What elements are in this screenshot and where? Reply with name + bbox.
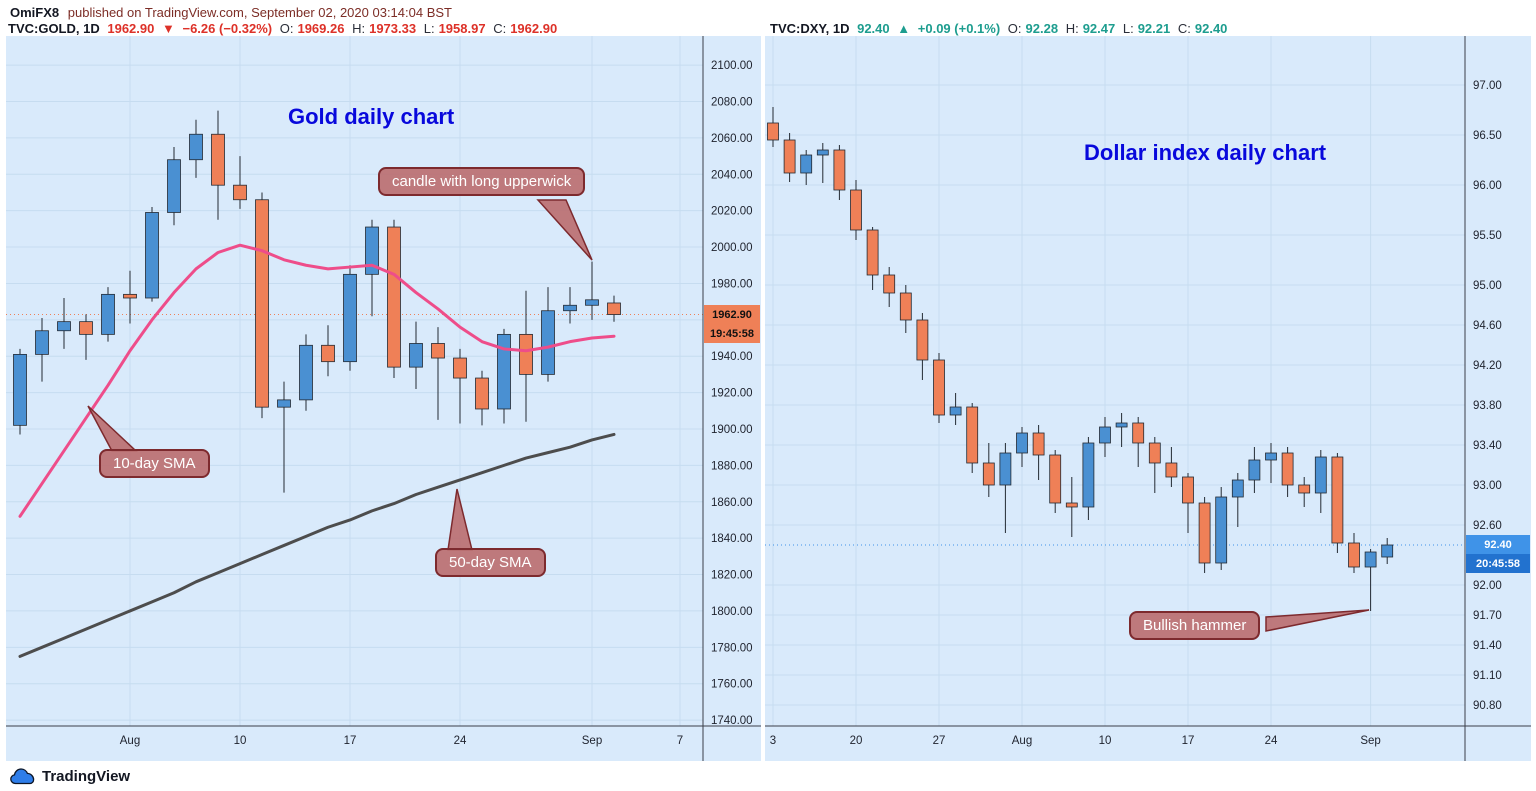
svg-text:20: 20 bbox=[850, 735, 863, 747]
svg-text:92.00: 92.00 bbox=[1473, 580, 1502, 592]
dxy-open-value: 92.28 bbox=[1025, 21, 1059, 36]
gold-chart-title: Gold daily chart bbox=[288, 104, 455, 129]
dxy-chart-title: Dollar index daily chart bbox=[1084, 140, 1327, 165]
svg-text:10: 10 bbox=[1099, 735, 1112, 747]
svg-text:1760.00: 1760.00 bbox=[711, 679, 753, 691]
publish-info: published on TradingView.com, September … bbox=[67, 5, 452, 20]
tradingview-logo-icon[interactable] bbox=[10, 767, 36, 786]
svg-text:1780.00: 1780.00 bbox=[711, 642, 753, 654]
footer: TradingView bbox=[0, 761, 1536, 791]
dxy-high-value: 92.47 bbox=[1082, 21, 1116, 36]
gold-low-label: L: bbox=[423, 21, 435, 36]
svg-text:2000.00: 2000.00 bbox=[711, 242, 753, 254]
svg-text:1880.00: 1880.00 bbox=[711, 460, 753, 472]
gold-high-value: 1973.33 bbox=[369, 21, 417, 36]
svg-text:Aug: Aug bbox=[120, 735, 140, 747]
up-arrow-icon: ▲ bbox=[897, 21, 911, 36]
svg-text:1940.00: 1940.00 bbox=[711, 351, 753, 363]
dxy-close-label: C: bbox=[1177, 21, 1191, 36]
svg-text:1840.00: 1840.00 bbox=[711, 533, 753, 545]
svg-text:7: 7 bbox=[677, 735, 683, 747]
gold-close-value: 1962.90 bbox=[510, 21, 558, 36]
svg-text:1820.00: 1820.00 bbox=[711, 570, 753, 582]
svg-text:1860.00: 1860.00 bbox=[711, 497, 753, 509]
gold-candle-countdown: 19:45:58 bbox=[704, 324, 760, 343]
svg-text:96.50: 96.50 bbox=[1473, 130, 1502, 142]
svg-text:91.70: 91.70 bbox=[1473, 610, 1502, 622]
svg-text:Sep: Sep bbox=[582, 735, 602, 747]
svg-text:91.40: 91.40 bbox=[1473, 640, 1502, 652]
dxy-price-axis-tag: 92.40 bbox=[1466, 535, 1530, 554]
svg-text:17: 17 bbox=[344, 735, 357, 747]
svg-text:24: 24 bbox=[1265, 735, 1278, 747]
dxy-chart-canvas: 97.00 96.50 96.00 95.50 95.00 94.60 94.20 93.80… bbox=[765, 36, 1531, 761]
dxy-change: +0.09 (+0.1%) bbox=[917, 21, 1001, 36]
dxy-candle-countdown: 20:45:58 bbox=[1466, 554, 1530, 573]
svg-text:93.00: 93.00 bbox=[1473, 480, 1502, 492]
gold-high-label: H: bbox=[352, 21, 366, 36]
svg-text:95.50: 95.50 bbox=[1473, 230, 1502, 242]
gold-price-axis-tag: 1962.90 bbox=[704, 305, 760, 324]
gold-last-price: 1962.90 bbox=[107, 21, 155, 36]
svg-text:96.00: 96.00 bbox=[1473, 180, 1502, 192]
svg-text:91.10: 91.10 bbox=[1473, 670, 1502, 682]
dxy-last-price: 92.40 bbox=[857, 21, 890, 36]
gold-change: −6.26 (−0.32%) bbox=[182, 21, 273, 36]
svg-text:10: 10 bbox=[234, 735, 247, 747]
dxy-close-value: 92.40 bbox=[1194, 21, 1228, 36]
svg-text:1900.00: 1900.00 bbox=[711, 424, 753, 436]
svg-text:93.40: 93.40 bbox=[1473, 440, 1502, 452]
dxy-symbol-label: TVC:DXY, 1D bbox=[770, 21, 850, 36]
callout-50day-sma: 50-day SMA bbox=[435, 548, 546, 577]
gold-chart-canvas: 2100.00 2080.00 2060.00 2040.00 2020.00 2000.… bbox=[6, 36, 761, 761]
svg-text:3: 3 bbox=[770, 735, 776, 747]
svg-text:17: 17 bbox=[1182, 735, 1195, 747]
down-arrow-icon: ▼ bbox=[161, 21, 175, 36]
svg-text:27: 27 bbox=[933, 735, 946, 747]
svg-text:Sep: Sep bbox=[1360, 735, 1380, 747]
svg-text:24: 24 bbox=[454, 735, 467, 747]
callout-bullish-hammer: Bullish hammer bbox=[1129, 611, 1261, 640]
gold-chart-panel: 2100.00 2080.00 2060.00 2040.00 2020.00 2000.… bbox=[6, 36, 761, 761]
gold-symbol-row: TVC:GOLD, 1D 1962.90 ▼ −6.26 (−0.32%) O:… bbox=[8, 21, 557, 36]
svg-text:90.80: 90.80 bbox=[1473, 700, 1502, 712]
publish-header: OmiFX8 published on TradingView.com, Sep… bbox=[10, 5, 452, 20]
author-name[interactable]: OmiFX8 bbox=[10, 5, 60, 20]
dxy-open-label: O: bbox=[1007, 21, 1022, 36]
svg-text:1980.00: 1980.00 bbox=[711, 278, 753, 290]
gold-close-label: C: bbox=[493, 21, 507, 36]
svg-text:1740.00: 1740.00 bbox=[711, 715, 753, 727]
callout-10day-sma: 10-day SMA bbox=[99, 449, 210, 478]
dxy-low-value: 92.21 bbox=[1137, 21, 1171, 36]
svg-text:95.00: 95.00 bbox=[1473, 280, 1502, 292]
gold-open-value: 1969.26 bbox=[297, 21, 345, 36]
gold-low-value: 1958.97 bbox=[438, 21, 486, 36]
dxy-symbol-row: TVC:DXY, 1D 92.40 ▲ +0.09 (+0.1%) O: 92.2… bbox=[770, 21, 1227, 36]
gold-open-label: O: bbox=[279, 21, 294, 36]
dxy-high-label: H: bbox=[1065, 21, 1079, 36]
svg-text:97.00: 97.00 bbox=[1473, 80, 1502, 92]
svg-text:2080.00: 2080.00 bbox=[711, 96, 753, 108]
svg-text:2060.00: 2060.00 bbox=[711, 133, 753, 145]
svg-text:94.20: 94.20 bbox=[1473, 360, 1502, 372]
svg-text:94.60: 94.60 bbox=[1473, 320, 1502, 332]
gold-symbol-label: TVC:GOLD, 1D bbox=[8, 21, 100, 36]
svg-text:2020.00: 2020.00 bbox=[711, 206, 753, 218]
svg-text:93.80: 93.80 bbox=[1473, 400, 1502, 412]
dxy-chart-panel: 97.00 96.50 96.00 95.50 95.00 94.60 94.20 93.80… bbox=[765, 36, 1531, 761]
svg-text:2100.00: 2100.00 bbox=[711, 60, 753, 72]
svg-text:Aug: Aug bbox=[1012, 735, 1032, 747]
callout-upperwick: candle with long upperwick bbox=[378, 167, 586, 196]
svg-text:2040.00: 2040.00 bbox=[711, 169, 753, 181]
svg-text:1920.00: 1920.00 bbox=[711, 388, 753, 400]
svg-text:92.60: 92.60 bbox=[1473, 520, 1502, 532]
dxy-low-label: L: bbox=[1122, 21, 1134, 36]
tradingview-brand[interactable]: TradingView bbox=[42, 767, 131, 785]
svg-text:1800.00: 1800.00 bbox=[711, 606, 753, 618]
